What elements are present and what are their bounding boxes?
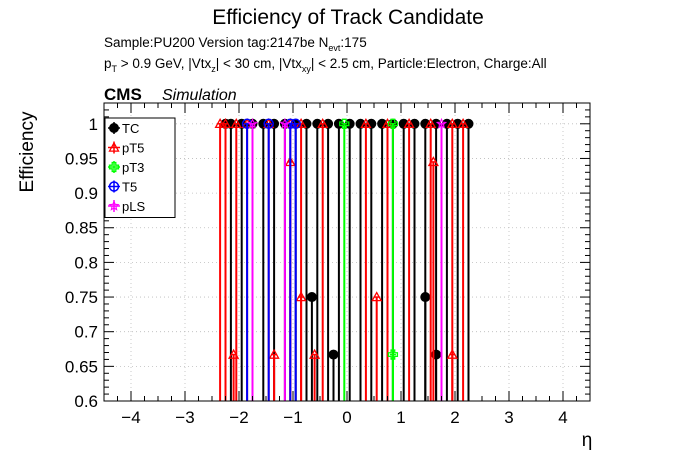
info-nevt-sub: evt bbox=[328, 43, 341, 53]
y-tick-label: 0.95 bbox=[65, 149, 98, 168]
x-axis-label: η bbox=[582, 430, 593, 451]
y-tick-label: 0.7 bbox=[74, 323, 98, 342]
series-pt3 bbox=[339, 118, 399, 401]
data-point bbox=[387, 118, 399, 129]
y-tick-label: 0.8 bbox=[74, 253, 98, 272]
data-point bbox=[306, 292, 317, 303]
legend-label: TC bbox=[122, 121, 139, 136]
data-point bbox=[328, 349, 339, 360]
info-cuts-segment: z bbox=[211, 64, 216, 74]
data-point bbox=[360, 117, 372, 129]
data-point bbox=[446, 348, 458, 359]
data-point bbox=[371, 291, 383, 302]
x-tick-label: 1 bbox=[396, 408, 405, 427]
data-point bbox=[109, 123, 119, 133]
legend-label: T5 bbox=[122, 180, 137, 195]
legend: TC pT5 pT3 T5 pLS bbox=[104, 117, 176, 218]
info-sample-prefix: Sample:PU200 Version tag:2147be N bbox=[104, 35, 328, 50]
data-point bbox=[214, 117, 226, 129]
series-pls bbox=[246, 117, 448, 401]
data-point bbox=[381, 117, 394, 129]
data-point bbox=[457, 117, 469, 129]
data-point bbox=[230, 117, 242, 129]
y-tick-label: 0.85 bbox=[65, 219, 98, 238]
info-nevt-value: :175 bbox=[340, 35, 366, 50]
data-point bbox=[425, 117, 437, 129]
x-tick-label: 3 bbox=[504, 408, 513, 427]
data-point bbox=[427, 156, 440, 167]
data-point bbox=[446, 117, 458, 129]
data-point bbox=[295, 117, 307, 129]
y-axis-label: Efficiency bbox=[17, 111, 38, 192]
y-tick-label: 0.65 bbox=[65, 357, 98, 376]
data-point bbox=[268, 348, 280, 359]
y-tick-label: 0.75 bbox=[65, 288, 98, 307]
x-tick-label: 2 bbox=[450, 408, 459, 427]
data-point bbox=[227, 348, 240, 359]
grid-lines bbox=[104, 103, 590, 402]
data-point bbox=[317, 117, 329, 129]
data-point bbox=[295, 291, 307, 302]
y-tick-label: 0.6 bbox=[74, 392, 98, 411]
plot-data bbox=[214, 117, 474, 401]
data-point bbox=[219, 117, 232, 129]
legend-label: pLS bbox=[122, 199, 145, 214]
data-point bbox=[246, 117, 259, 129]
x-tick-label: −4 bbox=[121, 408, 140, 427]
data-point bbox=[403, 117, 415, 129]
data-point bbox=[387, 349, 399, 360]
data-point bbox=[420, 292, 431, 303]
data-point bbox=[290, 118, 301, 130]
info-cuts-segment: T bbox=[112, 64, 118, 74]
data-point bbox=[279, 117, 291, 129]
x-tick-label: 0 bbox=[342, 408, 351, 427]
simulation-label: Simulation bbox=[162, 87, 237, 104]
data-point bbox=[108, 141, 120, 152]
data-point bbox=[308, 348, 321, 359]
info-cuts-segment: | < 30 cm, |Vtx bbox=[216, 56, 302, 71]
info-cuts-segment: > 0.9 GeV, |Vtx bbox=[117, 56, 211, 71]
data-point bbox=[108, 200, 120, 211]
info-cuts-segment: xy bbox=[302, 64, 312, 74]
x-tick-label: 4 bbox=[558, 408, 567, 427]
x-tick-label: −2 bbox=[229, 408, 248, 427]
info-cuts-segment: | < 2.5 cm, Particle:Electron, Charge:Al… bbox=[311, 56, 547, 71]
info-cuts-segment: p bbox=[104, 56, 112, 71]
data-point bbox=[339, 118, 350, 129]
y-tick-label: 1 bbox=[89, 115, 98, 134]
info-line-cuts: pT > 0.9 GeV, |Vtxz| < 30 cm, |Vtxxy| < … bbox=[104, 56, 547, 74]
info-line-sample: Sample:PU200 Version tag:2147be Nevt:175 bbox=[104, 35, 367, 53]
y-tick-label: 0.9 bbox=[74, 184, 98, 203]
cms-label: CMS bbox=[104, 85, 142, 104]
data-point bbox=[263, 118, 274, 130]
legend-label: pT3 bbox=[122, 160, 144, 175]
data-point bbox=[108, 181, 120, 192]
data-point bbox=[435, 117, 448, 129]
legend-label: pT5 bbox=[122, 141, 144, 156]
x-tick-label: −1 bbox=[283, 408, 302, 427]
x-tick-label: −3 bbox=[175, 408, 194, 427]
chart-title: Efficiency of Track Candidate bbox=[212, 6, 484, 29]
data-point bbox=[108, 161, 120, 173]
